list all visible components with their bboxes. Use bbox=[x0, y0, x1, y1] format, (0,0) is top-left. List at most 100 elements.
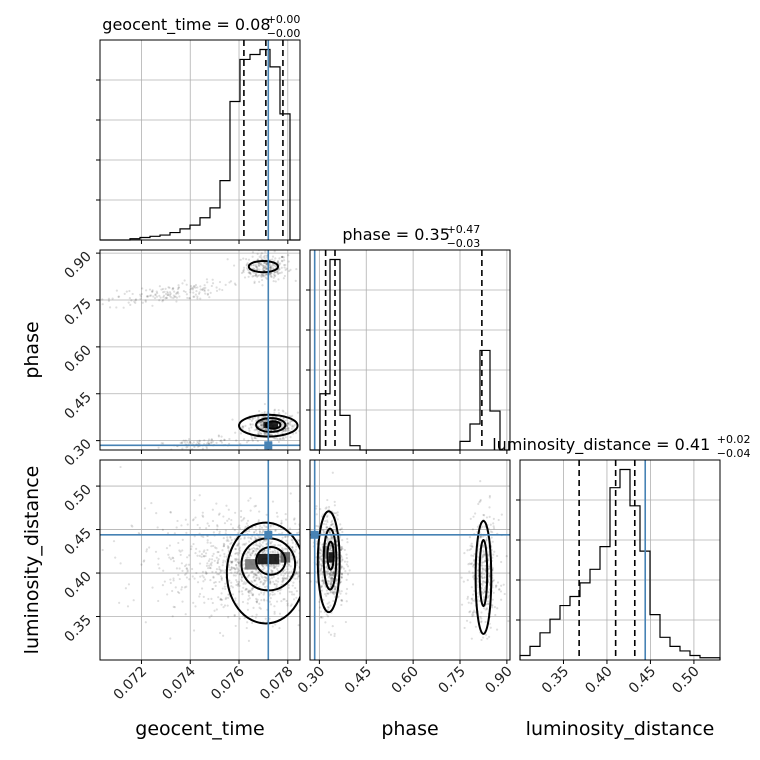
sample-point bbox=[254, 274, 257, 277]
sample-point bbox=[251, 621, 254, 624]
sample-point bbox=[247, 427, 251, 430]
sample-point bbox=[264, 564, 267, 567]
sample-point bbox=[286, 535, 290, 538]
sample-point bbox=[262, 565, 265, 568]
sample-point bbox=[479, 498, 482, 502]
sample-point bbox=[295, 596, 298, 599]
sample-point bbox=[228, 579, 231, 582]
sample-point bbox=[258, 577, 261, 580]
sample-point bbox=[240, 590, 244, 593]
sample-point bbox=[276, 438, 279, 441]
sample-point bbox=[250, 580, 253, 583]
sample-point bbox=[329, 535, 333, 538]
sample-point bbox=[479, 500, 482, 503]
sample-point bbox=[220, 577, 223, 580]
sample-point bbox=[286, 568, 289, 571]
sample-point bbox=[279, 544, 282, 547]
sample-point bbox=[222, 542, 225, 545]
sample-point bbox=[251, 551, 254, 554]
sample-point bbox=[495, 584, 498, 587]
sample-point bbox=[194, 283, 198, 287]
sample-point bbox=[234, 567, 237, 570]
sample-point bbox=[327, 592, 330, 595]
sample-point bbox=[270, 577, 274, 580]
sample-point bbox=[144, 300, 147, 303]
sample-point bbox=[480, 586, 483, 590]
sample-point bbox=[205, 278, 209, 281]
sample-point bbox=[284, 412, 287, 415]
sample-point bbox=[321, 570, 324, 573]
sample-point bbox=[161, 298, 165, 302]
sample-point bbox=[191, 575, 194, 578]
sample-point bbox=[492, 579, 496, 582]
sample-point bbox=[273, 566, 276, 569]
sample-point bbox=[211, 508, 214, 511]
sample-point bbox=[268, 600, 271, 603]
sample-point bbox=[169, 295, 172, 298]
sample-point bbox=[294, 522, 297, 525]
sample-point bbox=[329, 604, 332, 607]
sample-point bbox=[305, 555, 307, 557]
sample-point bbox=[162, 442, 165, 445]
sample-point bbox=[287, 429, 291, 432]
sample-point bbox=[279, 437, 282, 441]
sample-point bbox=[294, 571, 298, 574]
y-tick-label: 0.35 bbox=[61, 612, 94, 645]
sample-point bbox=[291, 548, 294, 552]
sample-point bbox=[479, 480, 482, 483]
sample-point bbox=[205, 527, 208, 530]
sample-point bbox=[123, 292, 126, 295]
sample-point bbox=[231, 586, 234, 589]
sample-point bbox=[466, 549, 469, 552]
sample-point bbox=[258, 510, 261, 513]
sample-point bbox=[187, 563, 191, 566]
sample-point bbox=[124, 587, 128, 590]
sample-point bbox=[178, 577, 181, 581]
sample-point bbox=[468, 548, 471, 551]
sample-point bbox=[257, 430, 260, 433]
sample-point bbox=[252, 550, 255, 553]
sample-point bbox=[275, 271, 278, 274]
sample-point bbox=[234, 568, 237, 571]
sample-point bbox=[481, 590, 484, 593]
sample-point bbox=[225, 539, 228, 542]
sample-point bbox=[466, 597, 469, 600]
sample-point bbox=[248, 271, 251, 274]
sample-point bbox=[243, 559, 246, 562]
sample-point bbox=[325, 526, 328, 529]
sample-point bbox=[278, 589, 282, 592]
sample-point bbox=[321, 576, 324, 579]
title-sup: +0.02 bbox=[717, 433, 751, 446]
sample-point bbox=[185, 572, 188, 575]
sample-point bbox=[326, 498, 329, 502]
sample-point bbox=[238, 584, 241, 588]
sample-point bbox=[248, 591, 251, 594]
sample-point bbox=[332, 525, 336, 528]
sample-point bbox=[295, 545, 298, 548]
sample-point bbox=[217, 434, 220, 437]
sample-point bbox=[251, 535, 254, 538]
sample-point bbox=[255, 437, 258, 440]
sample-point bbox=[238, 524, 241, 527]
sample-point bbox=[474, 611, 477, 614]
sample-point bbox=[302, 533, 304, 535]
x-axis-label-geocent_time: geocent_time bbox=[135, 718, 264, 740]
sample-point bbox=[469, 610, 472, 613]
sample-point bbox=[326, 573, 329, 576]
sample-point bbox=[283, 577, 287, 580]
y-axis-label-luminosity_distance: luminosity_distance bbox=[21, 466, 43, 655]
sample-point bbox=[242, 425, 245, 429]
sample-point bbox=[115, 289, 118, 292]
sample-point bbox=[271, 255, 275, 258]
sample-point bbox=[229, 280, 233, 283]
sample-point bbox=[101, 303, 104, 306]
sample-point bbox=[274, 551, 277, 554]
sample-point bbox=[226, 519, 229, 522]
sample-point bbox=[343, 548, 346, 552]
sample-point bbox=[341, 530, 344, 534]
sample-point bbox=[262, 453, 264, 455]
sample-point bbox=[162, 569, 165, 572]
sample-point bbox=[264, 576, 267, 579]
sample-point bbox=[482, 513, 485, 517]
sample-point bbox=[282, 256, 285, 259]
